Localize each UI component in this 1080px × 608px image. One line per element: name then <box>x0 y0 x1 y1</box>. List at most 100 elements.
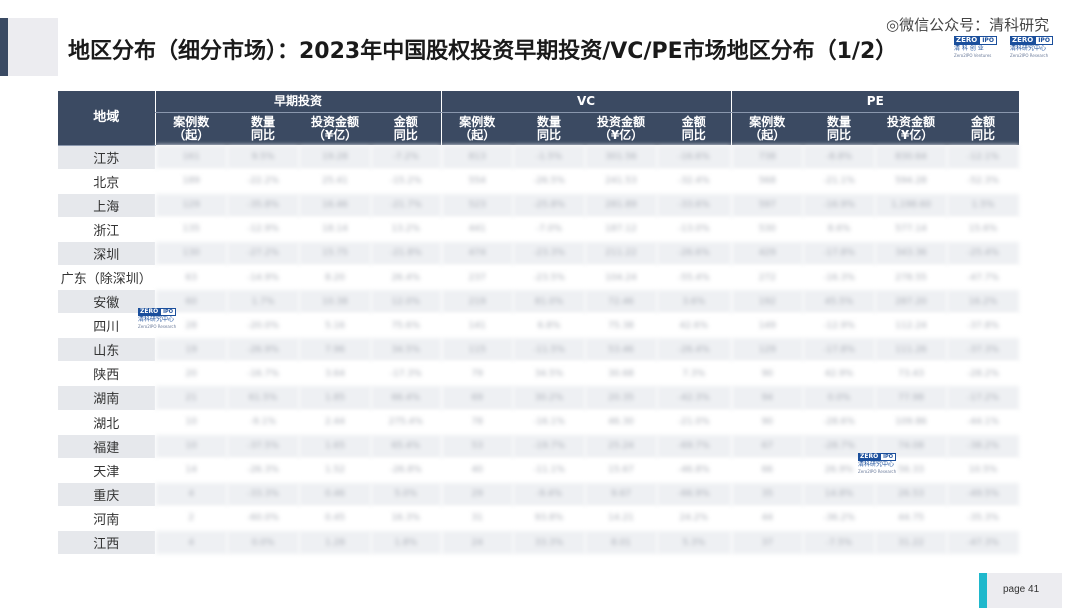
table-cell: 90 <box>730 410 804 435</box>
table-cell: -12.9% <box>227 217 299 242</box>
table-cell: 281.89 <box>585 193 658 218</box>
table-cell: 1.5% <box>947 193 1020 218</box>
table-cell: 192 <box>730 289 804 315</box>
table-cell: -52.3% <box>947 169 1020 194</box>
table-cell: -27.2% <box>227 241 299 266</box>
logo-ipo-text: IPO <box>1035 36 1053 45</box>
table-cell: 219 <box>440 289 514 315</box>
table-cell: 16.46 <box>299 193 371 218</box>
table-cell: 112.24 <box>875 313 948 339</box>
sub-header: 金额 同比 <box>371 112 442 145</box>
table-cell: 73.43 <box>875 361 948 387</box>
title-band <box>0 18 58 76</box>
table-cell: 66.4% <box>371 385 442 411</box>
table-cell: 9.67 <box>585 482 658 507</box>
table-cell: -22.2% <box>227 169 299 194</box>
table-cell: -11.1% <box>513 458 586 483</box>
table-cell: 6.8% <box>513 313 586 339</box>
table-row: 四川 28 -20.0% 5.16 75.6% 141 6.8% 75.38 42.6% 149-… <box>58 313 1020 339</box>
table-cell: 25.41 <box>299 169 371 194</box>
region-name: 福建 <box>58 434 155 459</box>
table-cell: -47.3% <box>947 530 1020 556</box>
table-cell: 129 <box>154 193 227 218</box>
table-cell: 37 <box>730 530 804 556</box>
table-cell: 15.67 <box>585 458 658 483</box>
table-cell: 523 <box>440 193 514 218</box>
table-cell: -8.8% <box>803 145 876 170</box>
table-cell: 69 <box>440 385 514 411</box>
table-cell: 130 <box>154 241 227 266</box>
table-cell: -32.4% <box>657 169 732 194</box>
logo-zero-text: ZERO <box>1010 36 1036 45</box>
group-header-pe: PE <box>730 91 1020 113</box>
table-cell: -23.5% <box>513 265 586 291</box>
table-cell: -14.9% <box>227 265 299 291</box>
table-cell: 56.33 <box>875 458 948 483</box>
slide-title: 地区分布（细分市场）：2023年中国股权投资早期投资/VC/PE市场地区分布（1… <box>68 39 898 64</box>
table-cell: -38.2% <box>947 434 1020 459</box>
table-cell: -16.1% <box>513 410 586 435</box>
table-cell: -35.3% <box>947 506 1020 532</box>
table-cell: 272 <box>730 265 804 291</box>
group-header-early: 早期投资 <box>154 91 442 113</box>
table-row: 浙江 135 -12.9% 18.14 13.2% 441 -7.0% 187.12 -13.0… <box>58 217 1020 242</box>
logo-en-text: Zero2IPO Ventures <box>954 53 992 58</box>
table-cell: 31 <box>440 506 514 532</box>
table-cell: -12.9% <box>803 313 876 339</box>
sub-header: 数量 同比 <box>513 112 586 145</box>
table-cell: -26.4% <box>657 337 732 363</box>
region-name: 湖北 <box>58 410 155 435</box>
table-cell: 26.4% <box>371 265 442 291</box>
table-cell: -7.5% <box>803 530 876 556</box>
table-cell: 67 <box>730 434 804 459</box>
table-cell: 24.2% <box>657 506 732 532</box>
table-cell: -1.5% <box>513 145 586 170</box>
table-cell: 94 <box>730 385 804 411</box>
table-cell: 61.5% <box>227 385 299 411</box>
table-cell: 33.3% <box>513 530 586 556</box>
table-cell: 8.20 <box>299 265 371 291</box>
watermark-ipo-text: IPO <box>160 308 176 316</box>
table-cell: 12.0% <box>371 289 442 315</box>
table-cell: -69.7% <box>657 434 732 459</box>
table-row: 湖南 21 61.5% 1.85 66.4% 69 30.2% 20.35 -42.3% 94 0.… <box>58 385 1020 411</box>
sub-header: 投资金额 （¥亿） <box>875 112 948 145</box>
table-cell: -16.7% <box>227 361 299 387</box>
table-cell: 15.75 <box>299 241 371 266</box>
table-cell: 20 <box>154 361 227 387</box>
region-distribution-table: 地域 早期投资 VC PE 案例数 （起） 数量 同比 投资金额 （¥亿） 金额 同比… <box>58 91 1020 556</box>
table-cell: 189 <box>154 169 227 194</box>
watermark-ipo-text: IPO <box>880 453 896 461</box>
table-cell: 115 <box>440 337 514 363</box>
table-cell: 44 <box>730 506 804 532</box>
table-row: 江苏 161 9.5% 19.28 -7.2% 813 -1.5% 301.56 -16.6% 7… <box>58 145 1020 170</box>
table-cell: 211.22 <box>585 241 658 266</box>
table-row: 深圳 130 -27.2% 15.75 -21.8% 474 -23.3% 211.22 -26… <box>58 241 1020 266</box>
sub-header: 金额 同比 <box>657 112 732 145</box>
table-cell: 187.12 <box>585 217 658 242</box>
table-cell: 75.38 <box>585 313 658 339</box>
table-cell: 1,198.60 <box>875 193 948 218</box>
table-cell: -33.3% <box>227 482 299 507</box>
table-cell: 0.45 <box>299 506 371 532</box>
table-cell: -26.9% <box>227 337 299 363</box>
table-cell: -11.5% <box>513 337 586 363</box>
table-cell: 8.6% <box>803 217 876 242</box>
table-cell: 3.6% <box>657 289 732 315</box>
table-cell: -17.8% <box>803 241 876 266</box>
table-cell: -26.5% <box>513 169 586 194</box>
region-name: 陕西 <box>58 361 155 387</box>
region-name: 深圳 <box>58 241 155 266</box>
table-cell: 1.65 <box>299 434 371 459</box>
table-cell: 241.53 <box>585 169 658 194</box>
table-cell: 19 <box>154 337 227 363</box>
logo-cn-text: 清 科 创 业 <box>954 45 984 52</box>
zero2ipo-ventures-logo: ZERO IPO 清 科 创 业 Zero2IPO Ventures <box>954 36 1002 62</box>
table-cell: 129 <box>730 337 804 363</box>
table-cell: 597 <box>730 193 804 218</box>
table-cell: 26.9% <box>803 458 876 483</box>
table-row: 陕西 20 -16.7% 3.64 -17.3% 79 34.5% 30.68 7.3% 90 42… <box>58 361 1020 387</box>
table-cell: 45.5% <box>803 289 876 315</box>
sub-header: 金额 同比 <box>947 112 1020 145</box>
table-row: 福建 10 -37.5% 1.65 65.4% 53 -19.7% 25.24 -69.7% 67… <box>58 434 1020 459</box>
